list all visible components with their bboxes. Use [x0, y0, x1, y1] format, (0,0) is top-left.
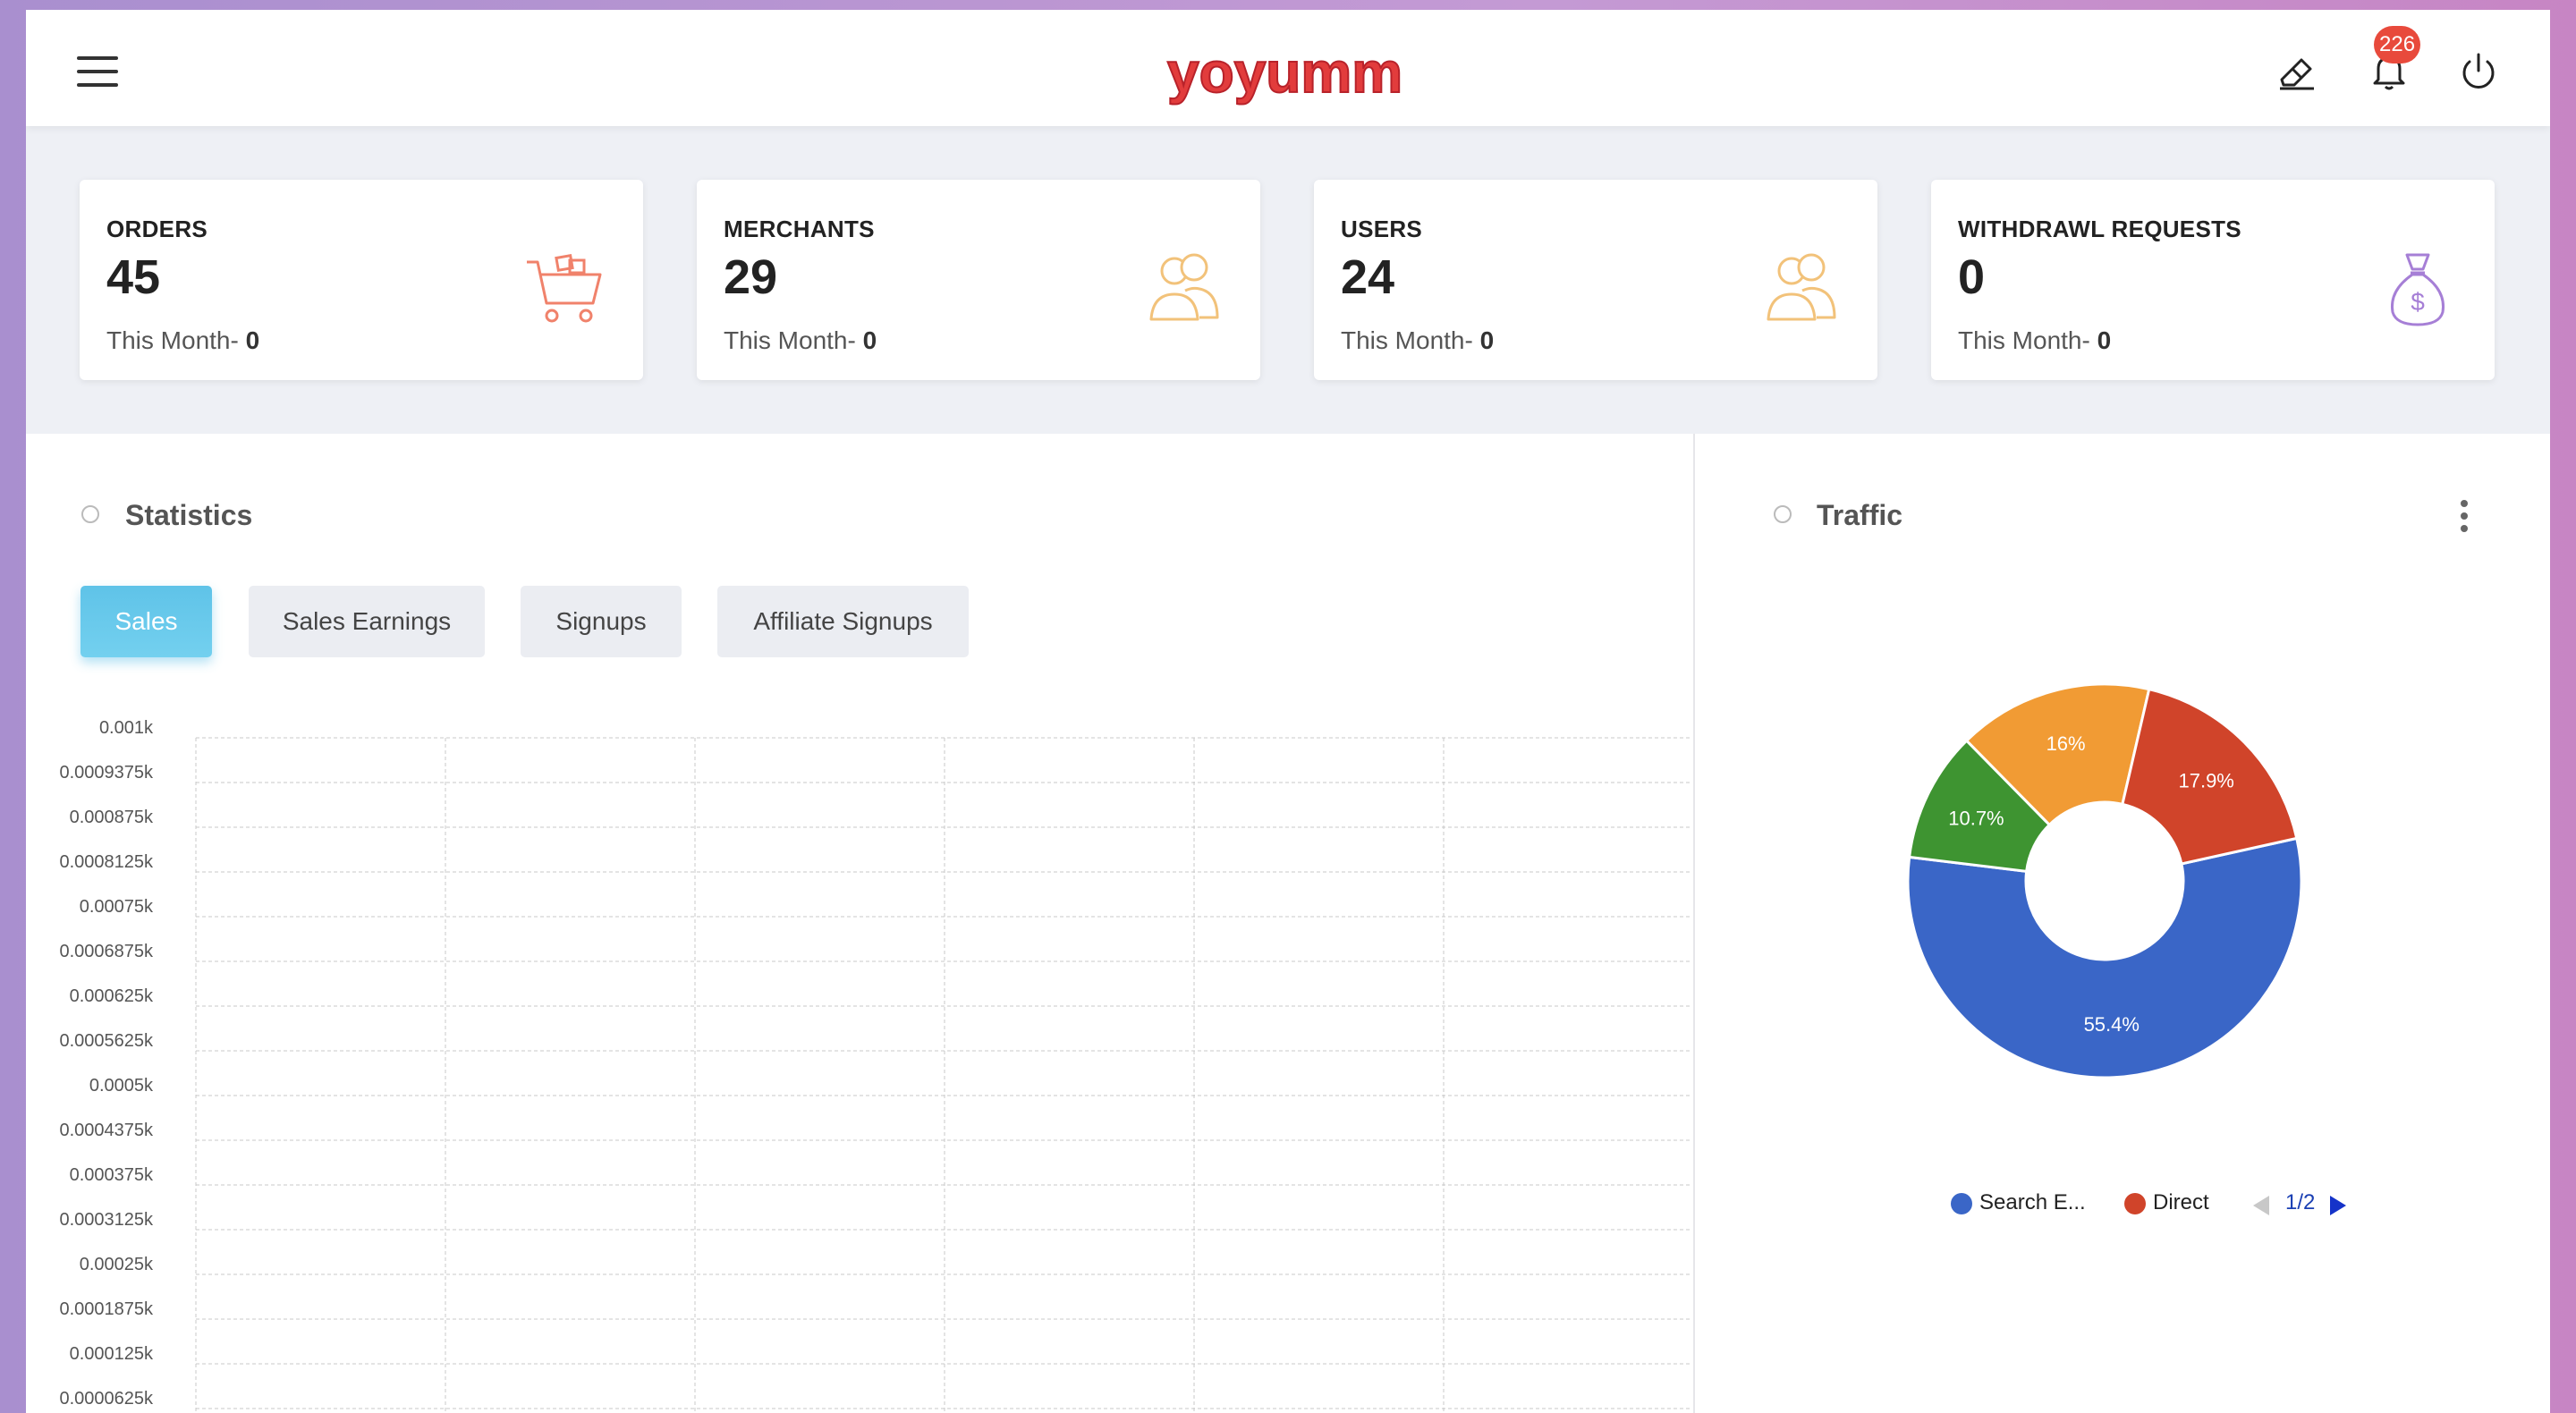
power-icon[interactable]: [2453, 46, 2504, 96]
y-tick-label: 0.0008125k: [59, 852, 153, 872]
pie-slice-label: 55.4%: [2084, 1013, 2140, 1036]
y-tick-label: 0.0005k: [89, 1076, 153, 1096]
more-options-icon[interactable]: [2455, 498, 2473, 534]
legend-item-search[interactable]: Search E...: [1951, 1190, 2086, 1215]
y-tick-label: 0.0000625k: [59, 1389, 153, 1409]
pie-slice: [1906, 836, 2303, 1079]
card-value: 0: [1958, 250, 1986, 304]
cart-icon: [527, 253, 602, 323]
y-tick-label: 0.0009375k: [59, 763, 153, 783]
legend-swatch: [2124, 1192, 2146, 1214]
statistics-panel: Statistics Sales Sales Earnings Signups …: [26, 434, 1693, 1413]
dashboard-app: yoyumm 226 ORDERS 45 This Month- 0: [26, 10, 2550, 1413]
statistics-title: Statistics: [125, 499, 253, 531]
orders-card[interactable]: ORDERS 45 This Month- 0: [80, 180, 643, 380]
money-bag-icon: $: [2390, 253, 2445, 326]
card-value: 24: [1341, 250, 1395, 304]
panel-status-icon: [81, 505, 99, 523]
brand-logo-text: yoyumm: [1167, 40, 1402, 105]
card-title: WITHDRAWL REQUESTS: [1958, 216, 2241, 242]
pie-slice: [1964, 682, 2151, 827]
legend-prev-icon[interactable]: [2250, 1194, 2273, 1217]
tab-sales[interactable]: Sales: [80, 586, 212, 657]
withdrawl-requests-card[interactable]: WITHDRAWL REQUESTS 0 This Month- 0 $: [1931, 180, 2495, 380]
users-card[interactable]: USERS 24 This Month- 0: [1314, 180, 1877, 380]
traffic-pie-chart: 55.4% 10.7% 16% 17.9%: [1906, 682, 2303, 1079]
eraser-icon[interactable]: [2273, 46, 2323, 96]
panel-divider: [1693, 434, 1695, 1413]
pie-slice-label: 17.9%: [2178, 769, 2233, 791]
y-tick-label: 0.000125k: [69, 1344, 153, 1364]
y-tick-label: 0.00025k: [79, 1255, 153, 1274]
card-value: 29: [724, 250, 778, 304]
tab-sales-earnings[interactable]: Sales Earnings: [249, 586, 485, 657]
traffic-title: Traffic: [1817, 499, 1903, 531]
card-title: USERS: [1341, 216, 1423, 242]
brand-logo[interactable]: yoyumm: [1160, 30, 1428, 119]
users-icon: [1767, 253, 1836, 321]
card-subtext: This Month- 0: [1958, 326, 2112, 354]
card-value: 45: [106, 250, 161, 304]
top-header: yoyumm 226: [26, 10, 2550, 126]
card-title: MERCHANTS: [724, 216, 875, 242]
tab-signups[interactable]: Signups: [521, 586, 682, 657]
card-title: ORDERS: [106, 216, 208, 242]
y-tick-label: 0.0006875k: [59, 942, 153, 961]
tab-affiliate-signups[interactable]: Affiliate Signups: [717, 586, 969, 657]
notification-badge: 226: [2374, 26, 2421, 63]
statistics-chart-grid: [195, 737, 1690, 1413]
users-icon: [1149, 253, 1219, 321]
legend-next-icon[interactable]: [2326, 1194, 2350, 1217]
y-tick-label: 0.00075k: [79, 897, 153, 917]
legend-item-direct[interactable]: Direct: [2124, 1190, 2209, 1215]
svg-text:$: $: [2411, 288, 2425, 316]
pie-slice-label: 10.7%: [1948, 807, 2004, 829]
pie-slice: [2121, 687, 2299, 866]
y-tick-label: 0.000625k: [69, 986, 153, 1006]
card-subtext: This Month- 0: [106, 326, 260, 354]
legend-page-indicator: 1/2: [2285, 1190, 2316, 1214]
y-tick-label: 0.0005625k: [59, 1031, 153, 1051]
merchants-card[interactable]: MERCHANTS 29 This Month- 0: [697, 180, 1260, 380]
pie-slice-label: 16%: [2046, 732, 2086, 755]
y-tick-label: 0.000375k: [69, 1165, 153, 1185]
menu-icon[interactable]: [77, 56, 118, 89]
panel-status-icon: [1774, 505, 1792, 523]
y-tick-label: 0.000875k: [69, 808, 153, 827]
y-tick-label: 0.0004375k: [59, 1121, 153, 1140]
card-subtext: This Month- 0: [724, 326, 877, 354]
traffic-panel: Traffic 55.4% 10.7% 16% 17.9% Search E... D…: [1695, 434, 2550, 1413]
y-tick-label: 0.0001875k: [59, 1299, 153, 1319]
y-tick-label: 0.0003125k: [59, 1210, 153, 1230]
card-subtext: This Month- 0: [1341, 326, 1495, 354]
legend-swatch: [1951, 1192, 1972, 1214]
y-tick-label: 0.001k: [98, 718, 153, 738]
